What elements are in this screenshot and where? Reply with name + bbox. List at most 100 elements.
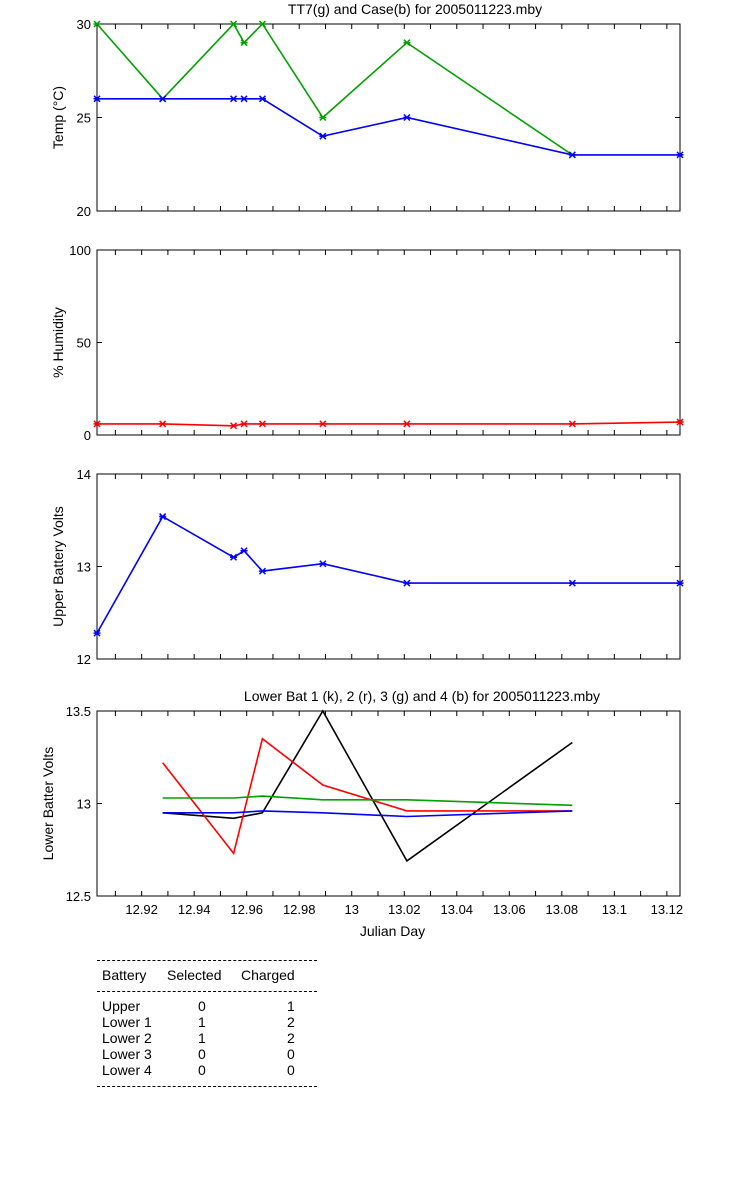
cell-selected: 0	[198, 1062, 206, 1078]
chart-title: TT7(g) and Case(b) for 2005011223.mby	[288, 1, 542, 17]
table-row: Lower 1 1 2	[97, 1014, 317, 1030]
y-axis-label: Upper Battery Volts	[50, 506, 66, 627]
x-tick-label: 12.92	[125, 902, 158, 917]
plot-frame	[96, 249, 681, 436]
series	[162, 795, 573, 807]
series	[93, 95, 684, 159]
cell-charged: 2	[287, 1014, 295, 1030]
data-point	[230, 422, 238, 430]
series	[93, 20, 576, 159]
cell-charged: 2	[287, 1030, 295, 1046]
x-tick-label: 13.04	[441, 902, 474, 917]
y-tick-label: 50	[77, 336, 91, 351]
data-point	[319, 560, 327, 568]
y-axis-label: Lower Batter Volts	[40, 747, 56, 861]
series-line	[96, 22, 573, 156]
table-row: Lower 2 1 2	[97, 1030, 317, 1046]
header-battery: Battery	[102, 967, 147, 983]
cell-selected: 1	[198, 1030, 206, 1046]
y-tick-label: 13.5	[66, 704, 91, 719]
y-tick-label: 0	[84, 428, 91, 443]
data-point	[568, 579, 576, 587]
cell-selected: 0	[198, 1046, 206, 1062]
data-point	[319, 132, 327, 140]
y-tick-label: 13	[77, 797, 91, 812]
y-tick-label: 13	[77, 560, 91, 575]
series-line	[97, 98, 680, 156]
cell-battery: Lower 2	[102, 1030, 152, 1046]
data-point	[159, 420, 167, 428]
x-tick-label: 13.12	[651, 902, 684, 917]
data-point	[159, 513, 167, 521]
data-point	[258, 95, 266, 103]
table-row: Lower 4 0 0	[97, 1062, 317, 1078]
cell-selected: 0	[198, 998, 206, 1014]
series-line	[162, 709, 573, 863]
data-point	[240, 420, 248, 428]
data-point	[258, 567, 266, 575]
plot-frame	[96, 710, 681, 897]
y-axis-label: % Humidity	[50, 307, 66, 378]
header-selected: Selected	[167, 967, 222, 983]
y-tick-label: 100	[69, 243, 91, 258]
y-tick-label: 12.5	[66, 889, 91, 904]
series-line	[97, 421, 681, 427]
data-point	[319, 113, 327, 122]
data-point	[93, 95, 101, 103]
table-body: Upper 0 1 Lower 1 1 2 Lower 2 1 2 Lower …	[97, 992, 317, 1086]
y-tick-label: 25	[77, 111, 91, 126]
cell-battery: Lower 3	[102, 1046, 152, 1062]
chart-panel: 12.92 12.94 12.96 12.98 13 13.02 13.04 13.06 13.…	[40, 688, 683, 939]
data-point	[568, 151, 576, 159]
table-row: Lower 3 0 0	[97, 1046, 317, 1062]
chart-panel: 12 13 14 Upper Battery Volts	[50, 467, 684, 667]
x-axis-label: Julian Day	[360, 923, 425, 939]
cell-battery: Lower 4	[102, 1062, 152, 1078]
data-point	[319, 420, 327, 428]
y-axis-label: Temp (°C)	[50, 86, 66, 149]
table-header-divider	[97, 991, 317, 992]
table-header: Battery Selected Charged	[97, 961, 317, 991]
cell-battery: Lower 1	[102, 1014, 152, 1030]
data-point	[676, 579, 684, 587]
x-tick-label: 12.96	[230, 902, 263, 917]
header-charged: Charged	[241, 967, 295, 983]
table-top-divider	[97, 960, 317, 961]
series-line	[96, 515, 680, 634]
table-row: Upper 0 1	[97, 998, 317, 1014]
y-tick-label: 30	[77, 17, 91, 32]
y-tick-label: 20	[77, 204, 91, 219]
plot-frame	[96, 473, 681, 660]
data-point	[93, 629, 101, 637]
series	[162, 737, 573, 856]
cell-charged: 1	[287, 998, 295, 1014]
series-line	[162, 737, 573, 856]
battery-table: Battery Selected Charged Upper 0 1 Lower…	[97, 960, 317, 1087]
data-point	[258, 20, 266, 28]
chart-panel: 0 50 100 % Humidity	[50, 243, 684, 443]
x-tick-label: 13	[344, 902, 358, 917]
series	[93, 513, 684, 637]
plot-frame	[96, 23, 681, 212]
x-tick-label: 12.94	[178, 902, 211, 917]
series-line	[162, 810, 573, 818]
x-tick-label: 13.1	[602, 902, 627, 917]
data-point	[93, 420, 101, 428]
data-point	[676, 151, 684, 159]
x-tick-label: 13.06	[493, 902, 526, 917]
x-tick-label: 12.98	[283, 902, 316, 917]
data-point	[403, 39, 411, 47]
data-point	[230, 95, 238, 103]
data-point	[93, 20, 101, 28]
series	[162, 709, 573, 863]
data-point	[403, 113, 411, 122]
series	[162, 810, 573, 818]
x-tick-label: 13.02	[388, 902, 421, 917]
cell-selected: 1	[198, 1014, 206, 1030]
data-point	[240, 39, 248, 47]
data-point	[240, 95, 248, 103]
data-point	[230, 20, 238, 28]
data-point	[230, 553, 238, 561]
x-tick-label: 13.08	[546, 902, 579, 917]
